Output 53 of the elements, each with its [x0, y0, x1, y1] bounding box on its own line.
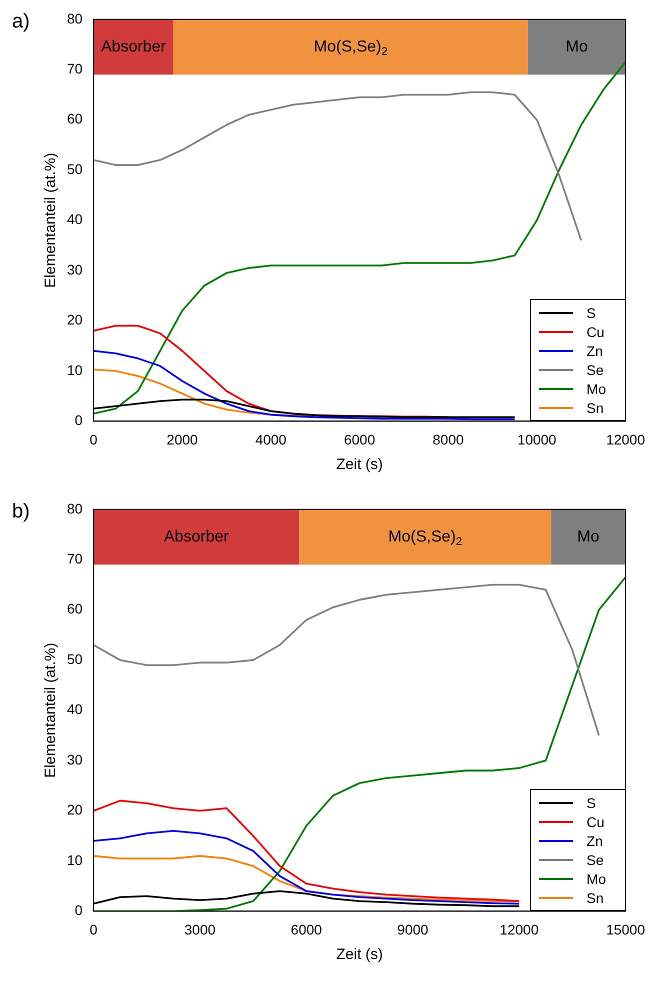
- y-tick-label: 20: [66, 802, 83, 818]
- legend-label: Cu: [586, 324, 606, 340]
- y-tick-label: 20: [66, 312, 83, 328]
- x-tick-label: 8000: [432, 431, 464, 448]
- legend-label: Sn: [586, 890, 605, 906]
- x-tick-label: 10000: [517, 431, 557, 448]
- text: b): [12, 500, 30, 523]
- legend-label: Se: [586, 362, 605, 378]
- y-tick-label: 80: [66, 10, 83, 26]
- y-tick-label: 10: [66, 362, 83, 378]
- text: a): [12, 10, 30, 33]
- x-tick-label: 15000: [606, 921, 646, 938]
- band-label: Absorber: [101, 38, 167, 56]
- legend-label: Se: [586, 852, 605, 868]
- band-label: Mo: [566, 38, 588, 56]
- y-tick-label: 0: [74, 902, 83, 918]
- x-tick-label: 6000: [290, 921, 322, 938]
- x-tick-label: 3000: [184, 921, 216, 938]
- legend-label: Mo: [586, 380, 607, 397]
- y-tick-label: 80: [66, 500, 83, 516]
- y-axis-title: Elementanteil (at.%): [42, 642, 60, 778]
- legend-label: Sn: [586, 400, 605, 416]
- legend-label: Zn: [586, 342, 604, 359]
- y-tick-label: 40: [66, 211, 83, 228]
- y-tick-label: 40: [66, 701, 83, 718]
- x-tick-label: 0: [90, 431, 98, 448]
- x-tick-label: 9000: [397, 921, 429, 938]
- legend-label: S: [586, 304, 597, 321]
- y-tick-label: 30: [66, 751, 83, 768]
- x-tick-label: 12000: [606, 431, 646, 448]
- y-tick-label: 70: [66, 60, 83, 76]
- y-tick-label: 60: [66, 600, 83, 617]
- legend-label: S: [586, 794, 597, 811]
- band-label: Mo: [577, 528, 600, 546]
- x-axis-title: Zeit (s): [336, 456, 383, 474]
- x-tick-label: 2000: [166, 431, 198, 448]
- y-tick-label: 30: [66, 261, 83, 278]
- y-tick-label: 50: [66, 160, 83, 177]
- x-tick-label: 4000: [255, 431, 287, 448]
- x-tick-label: 6000: [344, 431, 376, 448]
- y-axis-title: Elementanteil (at.%): [42, 152, 60, 288]
- legend-label: Mo: [586, 870, 607, 887]
- y-tick-label: 60: [66, 110, 83, 127]
- band-label: Absorber: [164, 528, 230, 546]
- y-tick-label: 70: [66, 550, 83, 566]
- x-tick-label: 12000: [500, 921, 539, 938]
- y-tick-label: 50: [66, 650, 83, 667]
- legend-label: Zn: [586, 832, 604, 849]
- y-tick-label: 10: [66, 852, 83, 868]
- x-axis-title: Zeit (s): [336, 946, 383, 964]
- y-tick-label: 0: [74, 412, 83, 428]
- legend-label: Cu: [586, 814, 606, 830]
- x-tick-label: 0: [90, 921, 98, 938]
